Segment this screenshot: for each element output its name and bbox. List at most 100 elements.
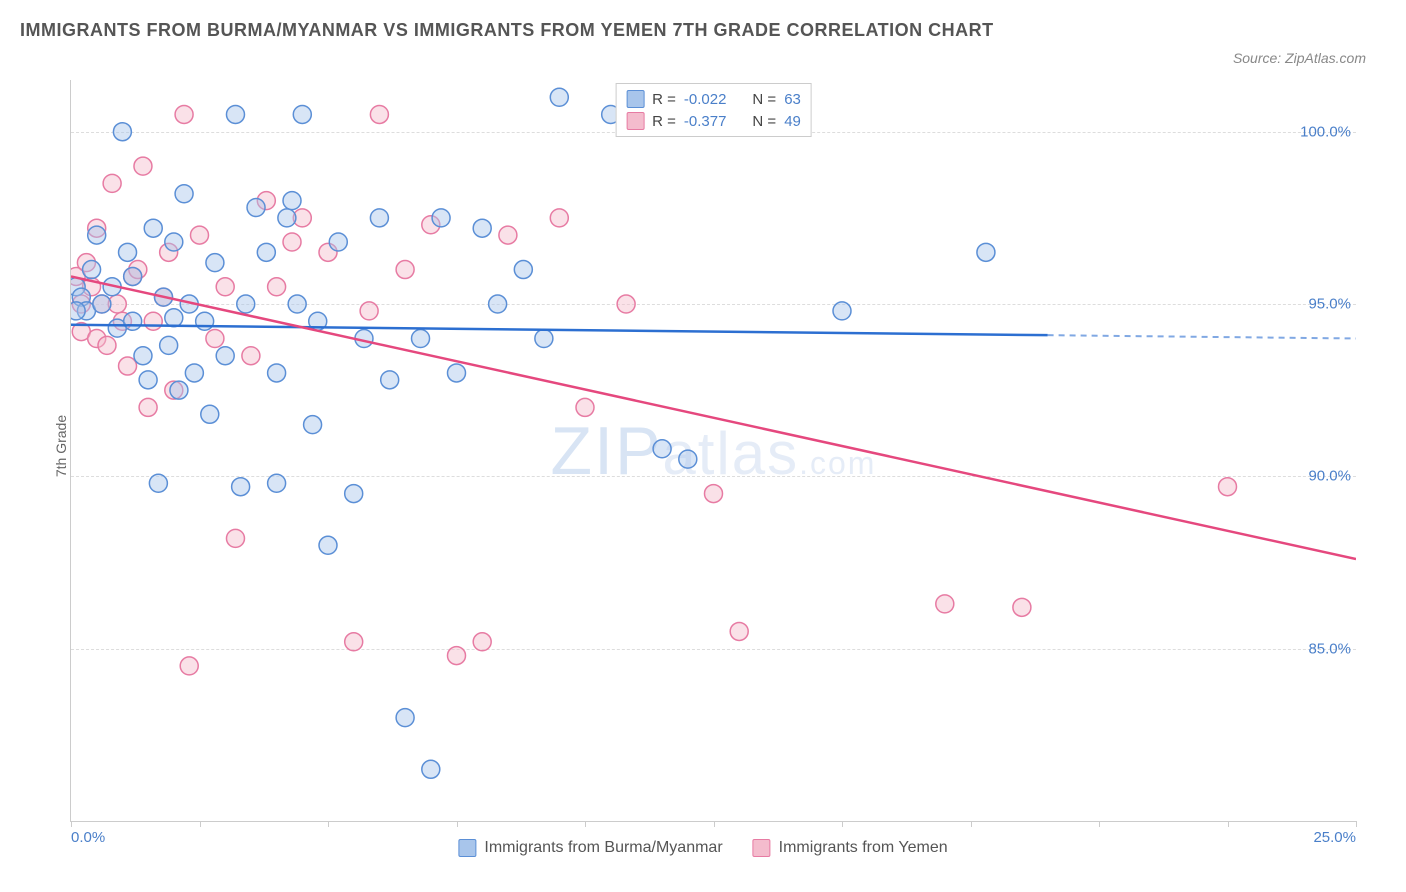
scatter-point: [535, 329, 553, 347]
x-tick-mark: [585, 821, 586, 827]
scatter-point: [329, 233, 347, 251]
scatter-point: [226, 529, 244, 547]
scatter-point: [345, 633, 363, 651]
scatter-point: [149, 474, 167, 492]
x-tick-mark: [971, 821, 972, 827]
x-tick-mark: [328, 821, 329, 827]
scatter-point: [381, 371, 399, 389]
series-legend: Immigrants from Burma/Myanmar Immigrants …: [458, 839, 947, 857]
scatter-point: [242, 347, 260, 365]
scatter-point: [257, 243, 275, 261]
x-tick-label: 0.0%: [71, 829, 105, 846]
scatter-point: [448, 364, 466, 382]
scatter-point: [705, 485, 723, 503]
scatter-point: [165, 233, 183, 251]
scatter-point: [139, 371, 157, 389]
scatter-point: [216, 347, 234, 365]
x-tick-label: 25.0%: [1313, 829, 1356, 846]
scatter-point: [124, 267, 142, 285]
scatter-point: [304, 416, 322, 434]
scatter-point: [160, 336, 178, 354]
scatter-point: [180, 657, 198, 675]
scatter-point: [293, 105, 311, 123]
x-tick-mark: [457, 821, 458, 827]
scatter-point: [514, 261, 532, 279]
scatter-point: [196, 312, 214, 330]
scatter-point: [679, 450, 697, 468]
scatter-point: [412, 329, 430, 347]
scatter-point: [165, 309, 183, 327]
legend-r-label: R =: [652, 113, 676, 130]
scatter-point: [283, 192, 301, 210]
scatter-point: [617, 295, 635, 313]
scatter-point: [206, 254, 224, 272]
scatter-point: [98, 336, 116, 354]
scatter-point: [226, 105, 244, 123]
scatter-point: [1219, 478, 1237, 496]
scatter-point: [422, 760, 440, 778]
scatter-point: [103, 174, 121, 192]
legend-n-label: N =: [752, 91, 776, 108]
scatter-point: [268, 364, 286, 382]
legend-row: R = -0.022 N = 63: [626, 88, 801, 110]
scatter-point: [1013, 598, 1031, 616]
scatter-point: [278, 209, 296, 227]
scatter-point: [175, 185, 193, 203]
legend-swatch: [458, 839, 476, 857]
legend-r-label: R =: [652, 91, 676, 108]
legend-swatch: [626, 112, 644, 130]
scatter-point: [550, 209, 568, 227]
scatter-point: [119, 357, 137, 375]
scatter-point: [319, 536, 337, 554]
x-tick-mark: [1228, 821, 1229, 827]
legend-swatch: [753, 839, 771, 857]
scatter-point: [247, 199, 265, 217]
scatter-point: [88, 226, 106, 244]
scatter-point: [93, 295, 111, 313]
scatter-point: [653, 440, 671, 458]
x-tick-mark: [71, 821, 72, 827]
scatter-point: [489, 295, 507, 313]
scatter-point: [237, 295, 255, 313]
scatter-point: [370, 105, 388, 123]
chart-container: IMMIGRANTS FROM BURMA/MYANMAR VS IMMIGRA…: [20, 20, 1386, 872]
scatter-point: [499, 226, 517, 244]
x-tick-mark: [842, 821, 843, 827]
scatter-point: [175, 105, 193, 123]
scatter-point: [216, 278, 234, 296]
scatter-point: [730, 622, 748, 640]
scatter-point: [268, 474, 286, 492]
scatter-point: [360, 302, 378, 320]
scatter-point: [191, 226, 209, 244]
legend-n-value: 63: [784, 91, 801, 108]
scatter-point: [370, 209, 388, 227]
legend-item: Immigrants from Burma/Myanmar: [458, 839, 722, 857]
scatter-point: [83, 261, 101, 279]
scatter-point: [283, 233, 301, 251]
legend-series-label: Immigrants from Yemen: [779, 839, 948, 857]
scatter-point: [473, 219, 491, 237]
legend-n-value: 49: [784, 113, 801, 130]
legend-swatch: [626, 90, 644, 108]
chart-svg: [71, 80, 1356, 821]
scatter-point: [576, 398, 594, 416]
y-axis-label: 7th Grade: [53, 415, 69, 477]
scatter-point: [134, 157, 152, 175]
scatter-point: [473, 633, 491, 651]
legend-item: Immigrants from Yemen: [753, 839, 948, 857]
chart-title: IMMIGRANTS FROM BURMA/MYANMAR VS IMMIGRA…: [20, 20, 1386, 41]
source-attribution: Source: ZipAtlas.com: [1233, 50, 1366, 66]
scatter-point: [144, 312, 162, 330]
scatter-point: [833, 302, 851, 320]
scatter-point: [206, 329, 224, 347]
scatter-point: [396, 709, 414, 727]
regression-line-extrapolated: [1048, 335, 1356, 338]
legend-series-label: Immigrants from Burma/Myanmar: [484, 839, 722, 857]
x-tick-mark: [714, 821, 715, 827]
scatter-point: [232, 478, 250, 496]
scatter-point: [185, 364, 203, 382]
scatter-point: [113, 123, 131, 141]
plot-area: ZIPatlas.com R = -0.022 N = 63 R = -0.37…: [70, 80, 1356, 822]
scatter-point: [134, 347, 152, 365]
scatter-point: [345, 485, 363, 503]
